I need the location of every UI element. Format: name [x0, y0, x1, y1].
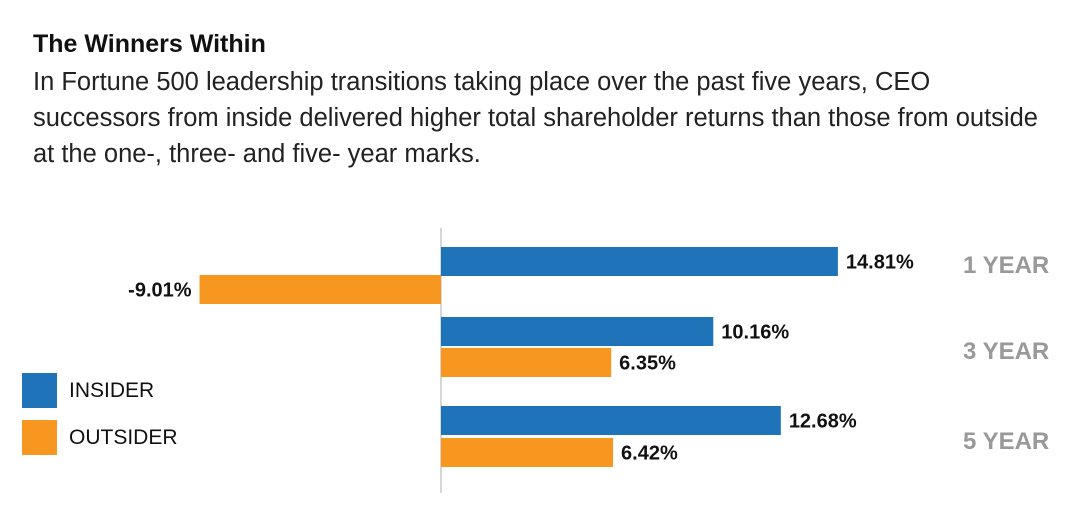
- chart-title: The Winners Within: [33, 30, 266, 58]
- bar-insider-3: [441, 406, 781, 435]
- bar-outsider-2: [441, 348, 612, 377]
- legend-item-outsider: OUTSIDER: [22, 420, 178, 455]
- legend-item-insider: INSIDER: [22, 373, 154, 408]
- chart-subtitle: In Fortune 500 leadership transitions ta…: [33, 68, 1038, 168]
- data-label: 6.42%: [621, 443, 678, 465]
- category-label: 3 YEAR: [963, 338, 1049, 365]
- bar-outsider-1: [199, 275, 441, 304]
- category-label: 5 YEAR: [963, 428, 1049, 455]
- legend-label: OUTSIDER: [69, 425, 178, 449]
- bar-insider-1: [441, 247, 838, 276]
- bar-insider-2: [441, 317, 714, 346]
- legend-swatch-insider: [22, 373, 57, 408]
- data-label: 14.81%: [846, 252, 914, 274]
- data-label: -9.01%: [128, 280, 192, 302]
- data-label: 6.35%: [619, 353, 676, 375]
- data-label: 12.68%: [789, 411, 857, 433]
- bar-outsider-3: [441, 438, 614, 467]
- legend-label: INSIDER: [69, 378, 155, 402]
- data-label: 10.16%: [721, 322, 789, 344]
- category-label: 1 YEAR: [963, 252, 1049, 279]
- legend-swatch-outsider: [22, 420, 57, 455]
